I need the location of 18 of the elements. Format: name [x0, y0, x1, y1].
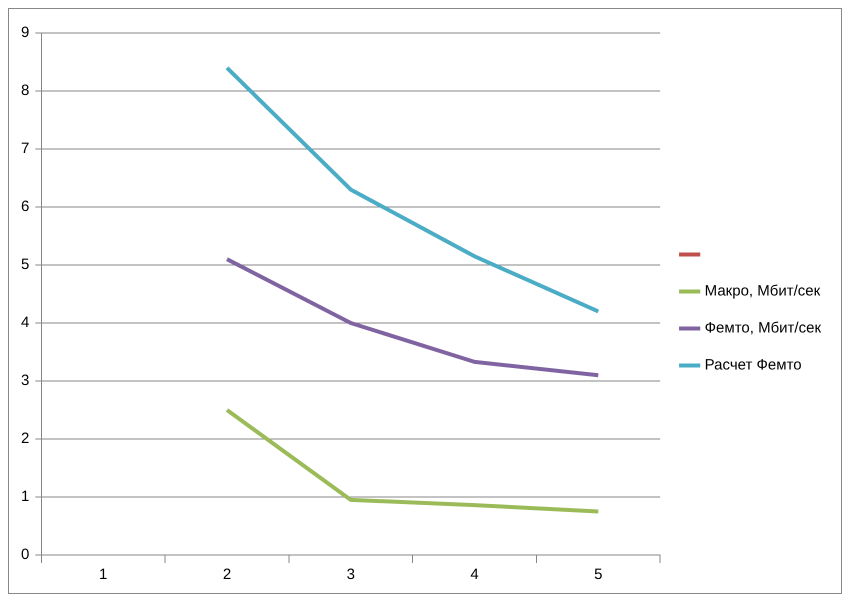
legend-label: Макро, Мбит/сек — [704, 282, 821, 300]
x-tick-label: 5 — [594, 566, 602, 584]
y-tick-label: 4 — [21, 314, 30, 332]
y-tick-label: 3 — [21, 372, 30, 390]
y-tick-label: 7 — [21, 140, 30, 158]
legend-label: Фемто, Мбит/сек — [704, 320, 822, 337]
y-tick-label: 1 — [21, 488, 30, 506]
y-tick-label: 6 — [21, 198, 30, 216]
x-tick-label: 1 — [99, 566, 108, 584]
x-tick-label: 2 — [222, 566, 232, 584]
x-tick-label: 4 — [470, 566, 479, 584]
x-tick-label: 3 — [346, 566, 355, 584]
y-tick-label: 5 — [21, 256, 30, 274]
legend-label: Расчет Фемто — [704, 356, 802, 374]
y-tick-label: 9 — [21, 24, 30, 42]
y-tick-label: 0 — [21, 546, 30, 564]
y-tick-label: 8 — [21, 82, 30, 100]
y-tick-label: 2 — [21, 430, 30, 448]
